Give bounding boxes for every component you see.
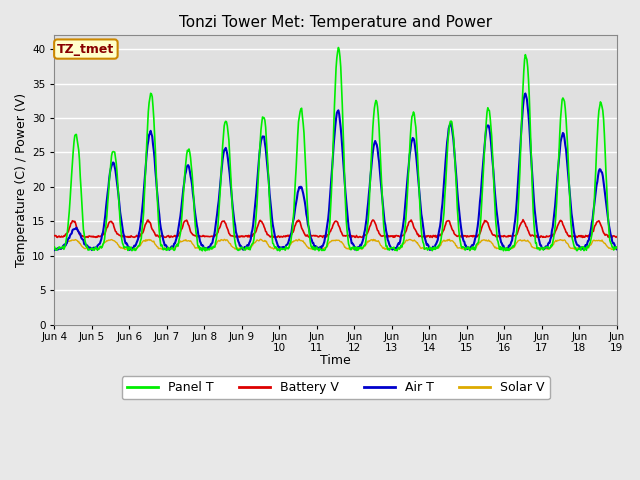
- Legend: Panel T, Battery V, Air T, Solar V: Panel T, Battery V, Air T, Solar V: [122, 376, 550, 399]
- Solar V: [257, 237, 264, 242]
- Battery V: [118, 233, 126, 239]
- Solar V: [166, 247, 173, 252]
- Battery V: [428, 235, 436, 240]
- Air T: [421, 237, 429, 242]
- Panel T: [276, 248, 284, 254]
- X-axis label: Time: Time: [320, 355, 351, 368]
- Panel T: [176, 234, 184, 240]
- Air T: [120, 230, 127, 236]
- Text: TZ_tmet: TZ_tmet: [57, 43, 115, 56]
- Solar V: [61, 243, 68, 249]
- Panel T: [422, 245, 430, 251]
- Solar V: [51, 245, 58, 251]
- Air T: [206, 245, 214, 251]
- Panel T: [61, 245, 68, 251]
- Solar V: [118, 245, 126, 251]
- Panel T: [613, 245, 621, 251]
- Air T: [522, 91, 529, 96]
- Air T: [61, 241, 68, 247]
- Line: Solar V: Solar V: [54, 240, 617, 250]
- Air T: [405, 162, 413, 168]
- Title: Tonzi Tower Met: Temperature and Power: Tonzi Tower Met: Temperature and Power: [179, 15, 492, 30]
- Panel T: [205, 247, 213, 252]
- Solar V: [422, 246, 430, 252]
- Solar V: [406, 237, 413, 242]
- Panel T: [51, 244, 58, 250]
- Solar V: [613, 246, 621, 252]
- Panel T: [406, 147, 413, 153]
- Solar V: [206, 245, 214, 251]
- Air T: [51, 247, 58, 253]
- Battery V: [176, 230, 184, 236]
- Battery V: [51, 233, 58, 239]
- Air T: [177, 213, 184, 219]
- Solar V: [177, 238, 184, 244]
- Air T: [613, 246, 621, 252]
- Panel T: [118, 240, 126, 246]
- Battery V: [404, 222, 412, 228]
- Panel T: [335, 45, 342, 50]
- Battery V: [613, 234, 621, 240]
- Battery V: [420, 233, 428, 239]
- Line: Battery V: Battery V: [54, 220, 617, 238]
- Line: Panel T: Panel T: [54, 48, 617, 251]
- Battery V: [205, 234, 213, 240]
- Air T: [88, 247, 96, 253]
- Battery V: [61, 233, 68, 239]
- Y-axis label: Temperature (C) / Power (V): Temperature (C) / Power (V): [15, 93, 28, 267]
- Battery V: [519, 217, 527, 223]
- Line: Air T: Air T: [54, 94, 617, 250]
